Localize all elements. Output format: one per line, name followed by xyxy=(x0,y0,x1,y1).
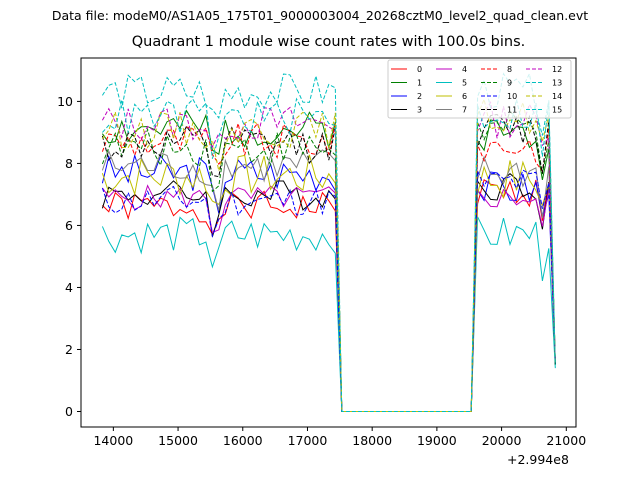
legend-label-3: 3 xyxy=(417,106,422,115)
legend-label-2: 2 xyxy=(417,92,422,101)
legend-label-1: 1 xyxy=(417,79,422,88)
legend-label-13: 13 xyxy=(552,79,562,88)
y-tick-label: 2 xyxy=(65,342,73,357)
series-line-15 xyxy=(102,97,556,412)
y-tick-label: 0 xyxy=(65,404,73,419)
series-line-4 xyxy=(101,184,556,412)
y-tick-label: 8 xyxy=(65,156,73,171)
legend-label-15: 15 xyxy=(552,106,562,115)
series-line-11 xyxy=(101,113,556,412)
legend-label-7: 7 xyxy=(462,106,467,115)
series-line-9 xyxy=(101,110,556,412)
series-line-6 xyxy=(101,154,556,412)
legend-label-4: 4 xyxy=(462,65,467,74)
x-tick-label: 17000 xyxy=(288,433,328,448)
y-tick-label: 6 xyxy=(65,218,73,233)
series-lines xyxy=(101,72,556,412)
legend-label-5: 5 xyxy=(462,79,467,88)
legend-label-10: 10 xyxy=(507,92,517,101)
series-line-1 xyxy=(101,109,556,412)
legend-label-9: 9 xyxy=(507,79,512,88)
x-offset-label: +2.994e8 xyxy=(507,452,569,467)
y-tick-label: 4 xyxy=(65,280,73,295)
legend-label-0: 0 xyxy=(417,65,422,74)
x-tick-label: 21000 xyxy=(546,433,586,448)
series-line-14 xyxy=(101,97,556,412)
x-axis: 14000 15000 16000 17000 18000 19000 20000 21000 xyxy=(93,427,586,448)
y-axis: 0 2 4 6 8 10 xyxy=(57,94,81,419)
legend-label-8: 8 xyxy=(507,65,512,74)
series-line-3 xyxy=(101,173,556,412)
series-line-5 xyxy=(101,216,556,412)
plot-frame xyxy=(80,57,577,428)
x-tick-label: 16000 xyxy=(223,433,263,448)
legend-label-11: 11 xyxy=(507,106,517,115)
x-tick-label: 18000 xyxy=(352,433,392,448)
legend-label-12: 12 xyxy=(552,65,562,74)
file-label: Data file: modeM0/AS1A05_175T01_90000030… xyxy=(51,8,589,23)
series-line-7 xyxy=(101,149,556,412)
x-tick-label: 19000 xyxy=(417,433,457,448)
legend-label-6: 6 xyxy=(462,92,467,101)
y-tick-label: 10 xyxy=(57,94,73,109)
x-tick-label: 20000 xyxy=(482,433,522,448)
chart-title: Quadrant 1 module wise count rates with … xyxy=(131,34,526,50)
series-line-8 xyxy=(101,122,556,412)
series-line-10 xyxy=(101,169,556,412)
x-tick-label: 14000 xyxy=(93,433,133,448)
x-tick-label: 15000 xyxy=(158,433,198,448)
legend-label-14: 14 xyxy=(552,92,562,101)
legend-box xyxy=(387,59,572,119)
